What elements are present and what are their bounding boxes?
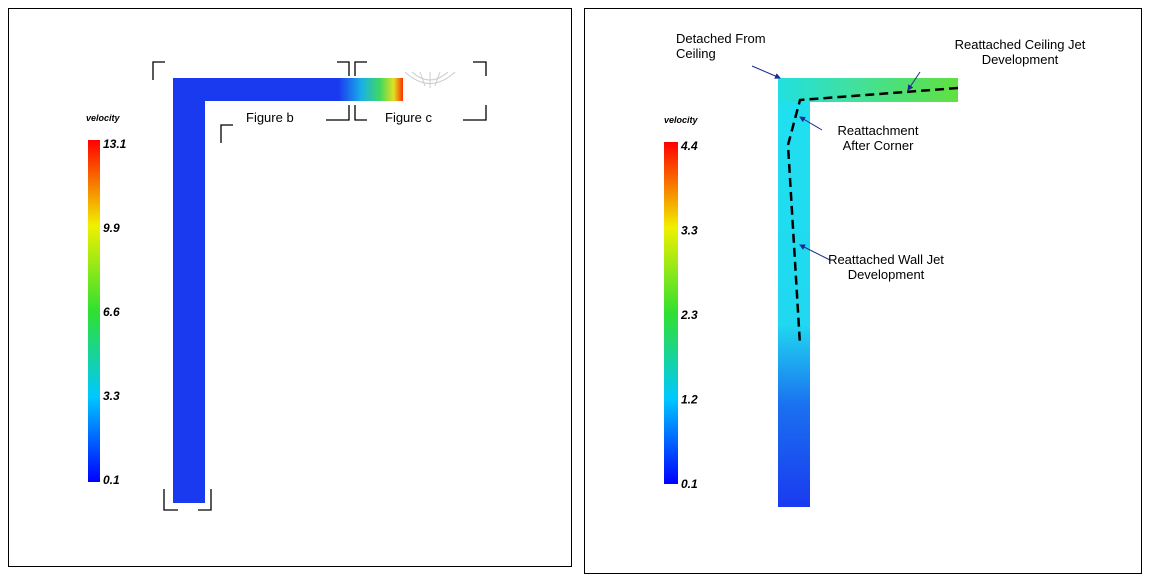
figure-label: Figure c (385, 110, 432, 125)
annotation: Reattached Wall Jet (828, 252, 944, 267)
annotation: Reattachment (838, 123, 919, 138)
colorbar-tick-label: 0.1 (103, 473, 120, 487)
annotation-arrow (751, 65, 921, 261)
annotation: Development (848, 267, 925, 282)
domain (778, 78, 958, 102)
colorbar (88, 140, 100, 482)
figure-label: Figure b (246, 110, 294, 125)
annotation: Development (982, 52, 1059, 67)
annotation: Ceiling (676, 46, 716, 61)
annotation: Detached From (676, 31, 766, 46)
domain (173, 78, 403, 503)
diffuser (404, 71, 456, 88)
annotation: Reattached Ceiling Jet (955, 37, 1086, 52)
colorbar-tick-label: 1.2 (681, 393, 698, 407)
colorbar-tick-label: 0.1 (681, 477, 698, 491)
annotation: After Corner (843, 138, 914, 153)
colorbar-tick-label: 6.6 (103, 305, 120, 319)
brackets (152, 61, 487, 511)
colorbar (664, 142, 678, 484)
colorbar-tick-label: 3.3 (681, 224, 698, 238)
colorbar-label: velocity (86, 113, 121, 123)
colorbar-tick-label: 4.4 (680, 139, 698, 153)
colorbar-tick-label: 3.3 (103, 389, 120, 403)
panel-frame (8, 8, 572, 567)
domain (778, 102, 810, 507)
colorbar-tick-label: 2.3 (680, 308, 698, 322)
colorbar-label: velocity (664, 115, 699, 125)
domain (173, 101, 205, 503)
colorbar-tick-label: 13.1 (103, 137, 127, 151)
colorbar-tick-label: 9.9 (103, 221, 120, 235)
